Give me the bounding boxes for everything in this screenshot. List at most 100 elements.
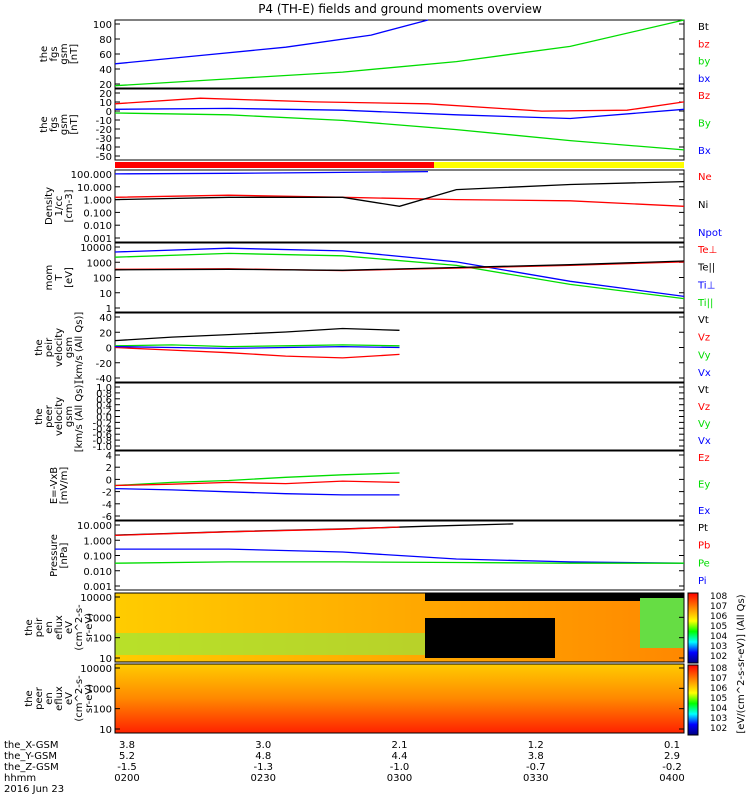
x-tick-label: 3.8 — [119, 740, 135, 751]
legend-entry: Vt — [698, 315, 709, 326]
panel-frame — [114, 88, 685, 161]
y-tick-label: -50 — [96, 152, 112, 163]
panel-7: 420 -2-4-6 E=-VxB [mV/m] Ez Ey Ex — [49, 450, 710, 523]
colorbar-tick: 107 — [710, 674, 727, 684]
spectrogram — [115, 664, 684, 733]
y-axis-label: [cm-3] — [64, 189, 75, 222]
legend-entry: Vy — [698, 350, 711, 361]
y-tick-label: 4 — [106, 451, 112, 462]
colorbars: [eV/(cm^2-s-sr-eV)] (All Qs) 10810710610… — [687, 592, 747, 736]
y-tick-label: 1000 — [87, 613, 112, 624]
data-quality-bar-red — [115, 162, 434, 168]
y-tick-label: 0.010 — [83, 221, 112, 232]
y-axis-label: fgs — [49, 46, 60, 61]
legend-entry: Ne — [698, 172, 712, 183]
y-axis-label: gsm — [64, 406, 75, 427]
date-label: 2016 Jun 23 — [4, 784, 64, 795]
legend-entry: Ni — [698, 200, 708, 211]
y-axis-label: peir — [44, 337, 55, 357]
y-axis-label: fgs — [49, 117, 60, 132]
y-tick-label: 100 — [93, 705, 112, 716]
y-tick-label: 20 — [99, 328, 112, 339]
x-axis-row-label: the_Y-GSM — [4, 751, 57, 762]
y-axis-label: the — [24, 619, 35, 635]
y-tick-label: -0.2 — [92, 418, 112, 429]
y-tick-label: 20 — [99, 80, 112, 91]
y-axis-label: E=-VxB — [49, 467, 60, 504]
panel-frame — [114, 242, 685, 313]
legend-entry: Vt — [698, 385, 709, 396]
y-axis-label: [km/s (All Qs)] — [74, 381, 85, 453]
y-axis-label: sr-eV) — [84, 613, 95, 642]
x-tick-label: 2.9 — [664, 751, 680, 762]
colorbar-tick: 102 — [710, 652, 727, 662]
spectrogram-band — [115, 633, 425, 655]
y-tick-label: -10 — [96, 116, 112, 127]
series-line — [114, 180, 685, 207]
series-line — [114, 526, 400, 537]
x-tick-label: 5.2 — [119, 751, 135, 762]
series-line — [114, 327, 400, 342]
figure-title: P4 (TH-E) fields and ground moments over… — [258, 2, 542, 16]
spectrogram-band-right — [640, 598, 684, 648]
x-axis-row-label: the_X-GSM — [4, 740, 58, 751]
panel-1: 100 80 60 40 20 the fgs gsm [nT] Bt bz by bx — [39, 19, 710, 91]
y-axis-label: velocity — [54, 328, 65, 367]
panel-10: 10000 1000 100 10 the peer en eflux eV (cm^2-s-sr… — [24, 663, 685, 736]
y-tick-label: 0 — [106, 475, 112, 486]
panel-3: 100.000 10.000 1.0000.100 0.010 0.001 Density… — [44, 169, 722, 245]
y-tick-label: -30 — [96, 134, 112, 145]
series-line — [114, 260, 685, 271]
x-tick-label: -1.0 — [390, 762, 410, 773]
series-line — [114, 561, 684, 564]
y-tick-label: 80 — [99, 35, 112, 46]
y-tick-label: 1000 — [87, 684, 112, 695]
legend-entry: Ey — [698, 480, 710, 491]
y-tick-label: -20 — [96, 125, 112, 136]
y-tick-label: 0.010 — [83, 567, 112, 578]
panel-6: 1.00.80.60.40.20.0-0.2-0.4-0.6-0.8-1.0 th… — [34, 381, 711, 453]
y-axis-label: sr-eV) — [84, 684, 95, 713]
y-axis-label: velocity — [54, 397, 65, 436]
legend-entry: Ex — [698, 506, 710, 517]
series-line — [114, 112, 685, 151]
y-tick-label: 10 — [99, 289, 112, 300]
series-line — [114, 487, 400, 496]
y-axis-label: en — [44, 621, 55, 634]
colorbar-tick: 107 — [710, 602, 727, 612]
y-tick-label: -1.0 — [92, 442, 112, 453]
x-tick-label: 0330 — [523, 773, 548, 784]
y-tick-label: -20 — [96, 359, 112, 370]
y-axis-label: gsm — [59, 114, 70, 135]
y-axis-label: peer — [34, 686, 45, 710]
legend-entry: Bz — [698, 91, 710, 102]
legend-entry: bz — [698, 39, 710, 50]
y-tick-label: 1000 — [87, 258, 112, 269]
y-axis-label: 1/cc — [54, 196, 65, 217]
series-line — [114, 247, 685, 298]
colorbar-tick: 106 — [710, 612, 727, 622]
legend-entry: Vx — [698, 368, 711, 379]
legend-entry: Npot — [698, 228, 722, 239]
y-tick-label: 40 — [99, 65, 112, 76]
x-tick-label: -1.3 — [253, 762, 273, 773]
legend-entry: Bt — [698, 22, 709, 33]
legend-entry: Pt — [698, 523, 708, 534]
y-axis-label: peer — [44, 404, 55, 428]
y-tick-label: 1.000 — [83, 196, 112, 207]
series-line — [114, 97, 685, 112]
legend-entry: Pi — [698, 576, 707, 587]
y-tick-label: 0 — [106, 344, 112, 355]
y-axis-label: Pressure — [49, 534, 60, 577]
y-tick-label: 0.8 — [96, 389, 112, 400]
panel-8: 10.000 1.000 0.100 0.010 0.001 Pressure [nPa] P… — [49, 520, 710, 593]
panel-frame — [114, 663, 685, 734]
series-line — [114, 472, 400, 487]
y-tick-label: 60 — [99, 50, 112, 61]
series-line — [115, 548, 685, 564]
x-tick-label: -1.5 — [117, 762, 137, 773]
y-tick-label: 0.6 — [96, 395, 112, 406]
colorbar-tick: 104 — [710, 704, 727, 714]
panel-frame — [114, 450, 685, 521]
y-tick-label: 20 — [99, 89, 112, 100]
